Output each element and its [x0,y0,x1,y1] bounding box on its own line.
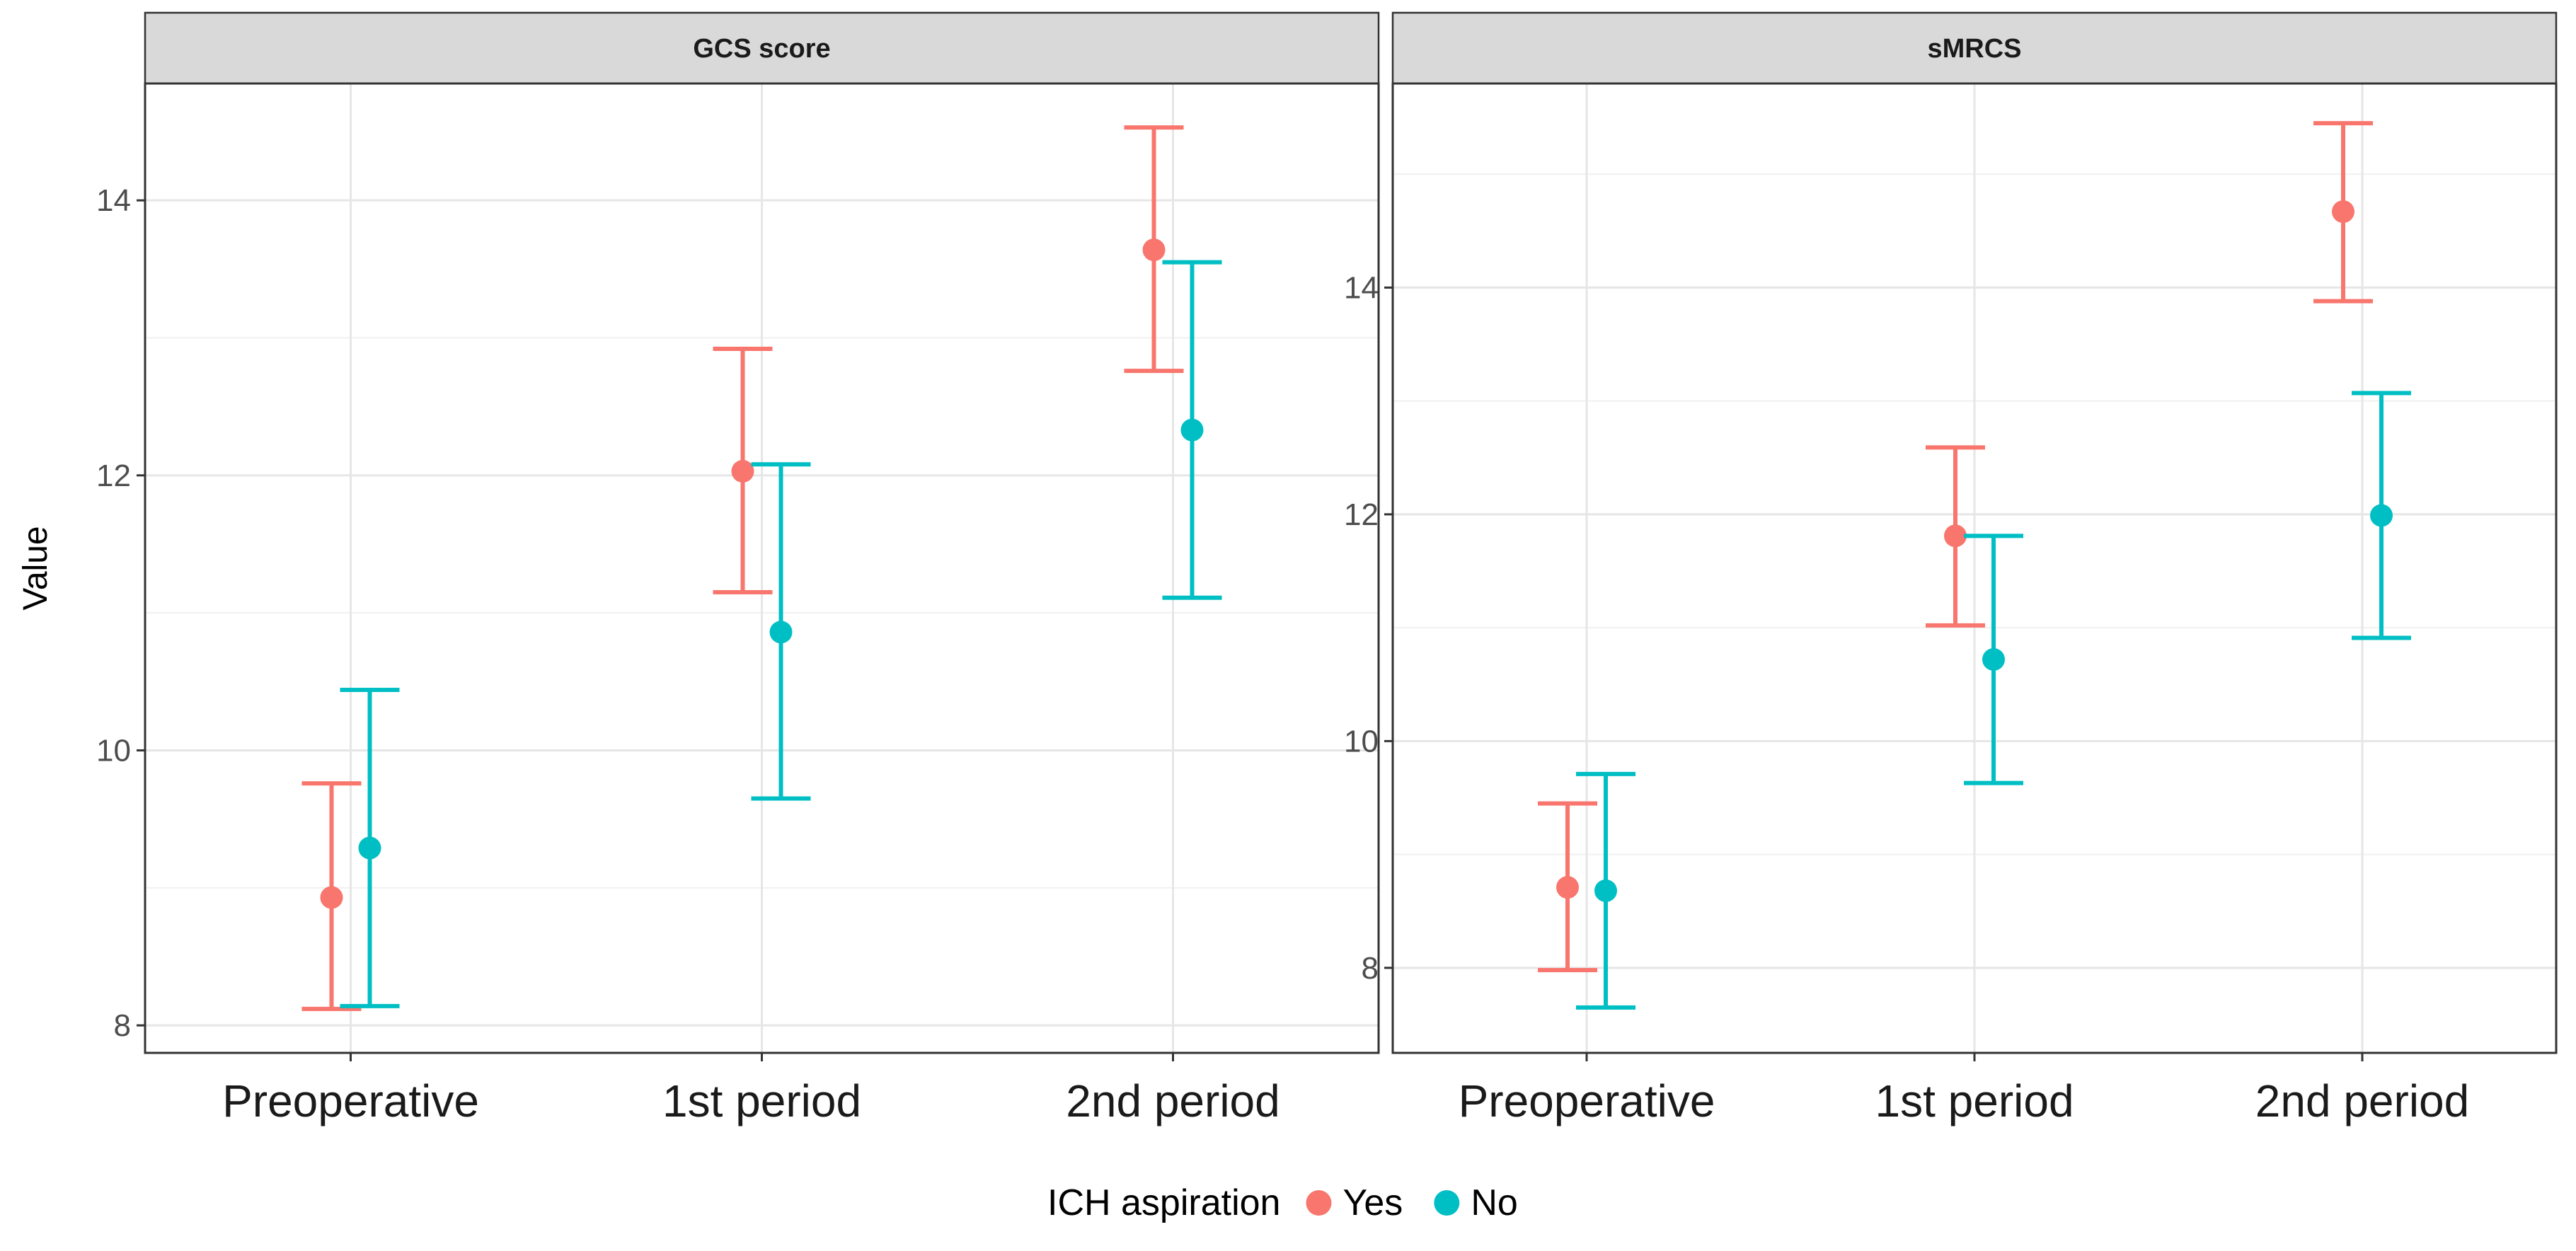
point-no [358,836,381,860]
point-yes [320,886,343,909]
x-tick-label: 1st period [662,1076,861,1126]
x-tick-label: Preoperative [222,1076,479,1126]
panel-title: GCS score [693,34,830,64]
point-no [2370,504,2393,527]
legend-label-yes: Yes [1342,1182,1403,1223]
y-tick-label: 12 [96,459,131,493]
y-axis-title: Value [17,526,54,610]
legend-title: ICH aspiration [1047,1182,1280,1223]
x-tick-label: 2nd period [1066,1076,1280,1126]
point-yes [1556,876,1579,899]
x-tick-label: 1st period [1875,1076,2074,1126]
point-yes [1944,524,1967,548]
panel-strip [144,11,1380,85]
point-no [1982,647,2005,671]
legend-key-no [1434,1190,1460,1216]
y-tick-label: 10 [1344,724,1379,759]
point-no [1180,418,1204,442]
x-tick-label: 2nd period [2255,1076,2469,1126]
legend-label-no: No [1471,1182,1517,1223]
y-tick-label: 8 [114,1008,131,1043]
point-yes [731,460,754,483]
point-yes [1142,238,1166,262]
point-yes [2332,200,2354,224]
panel-title: sMRCS [1927,34,2021,64]
legend-key-yes [1306,1190,1332,1216]
y-tick-label: 14 [96,183,131,218]
point-no [769,621,793,644]
y-tick-label: 10 [96,733,131,768]
point-no [1594,879,1617,902]
y-tick-label: 14 [1344,270,1379,305]
y-tick-label: 8 [1362,951,1379,986]
y-tick-label: 12 [1344,497,1379,532]
x-tick-label: Preoperative [1459,1076,1715,1126]
